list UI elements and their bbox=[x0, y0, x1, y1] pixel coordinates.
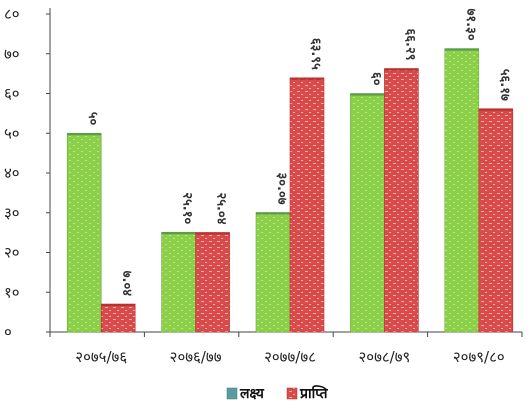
legend-label-actual: प्राप्ति bbox=[299, 385, 329, 402]
y-tick-label: ४० bbox=[4, 164, 20, 182]
data-label: ३०.०७ bbox=[274, 172, 289, 204]
bar-target bbox=[350, 93, 385, 333]
data-label: ५० bbox=[85, 112, 100, 126]
y-tick-label: ६० bbox=[4, 85, 20, 103]
bar-top-edge bbox=[444, 48, 479, 51]
bar-top-edge bbox=[67, 133, 102, 136]
y-tick-label: ८० bbox=[4, 5, 20, 23]
legend-swatch-target bbox=[226, 387, 238, 400]
bar-actual bbox=[195, 232, 230, 333]
x-tick-label: २०७९/८० bbox=[453, 348, 505, 366]
bar-top-edge bbox=[350, 93, 385, 96]
x-tick-label: २०७७/७८ bbox=[264, 348, 316, 366]
y-tick-label: २० bbox=[4, 244, 20, 262]
y-tick-label: ० bbox=[4, 323, 12, 341]
bar-actual bbox=[384, 68, 419, 333]
bar-top-edge bbox=[195, 232, 230, 235]
data-label: २५.०४ bbox=[214, 192, 229, 224]
data-label: २५.१० bbox=[180, 192, 195, 224]
x-tick-label: २०७५/७६ bbox=[75, 348, 127, 366]
bar-top-edge bbox=[101, 304, 136, 307]
bar-top-edge bbox=[256, 212, 290, 215]
y-tick-label: १० bbox=[4, 283, 20, 301]
data-label: ६६.२९ bbox=[402, 29, 417, 61]
bar-actual bbox=[289, 77, 325, 333]
data-label: ६० bbox=[368, 72, 383, 86]
bar-target bbox=[161, 231, 196, 333]
bar-target bbox=[444, 48, 480, 333]
data-label: ५६.१७ bbox=[497, 69, 512, 101]
data-label: ७.०४ bbox=[119, 271, 134, 296]
y-tick-label: ७० bbox=[4, 45, 20, 63]
bar-actual bbox=[100, 303, 136, 333]
bar-top-edge bbox=[161, 232, 196, 235]
y-tick-label: ५० bbox=[4, 124, 20, 142]
bar-top-edge bbox=[290, 77, 324, 80]
bar-top-edge bbox=[478, 108, 513, 111]
y-tick-label: ३० bbox=[4, 204, 20, 222]
bar-target bbox=[66, 132, 102, 333]
x-tick-label: २०७८/७९ bbox=[358, 348, 410, 366]
bar-actual bbox=[478, 108, 514, 333]
bar-target bbox=[255, 212, 291, 333]
legend-label-target: लक्ष्य bbox=[239, 386, 265, 402]
legend-swatch-actual bbox=[286, 387, 298, 400]
x-tick-label: २०७६/७७ bbox=[170, 348, 222, 366]
data-label: ७१.३० bbox=[463, 9, 478, 41]
data-label: ६३.९५ bbox=[308, 38, 323, 70]
bar-top-edge bbox=[384, 68, 419, 71]
